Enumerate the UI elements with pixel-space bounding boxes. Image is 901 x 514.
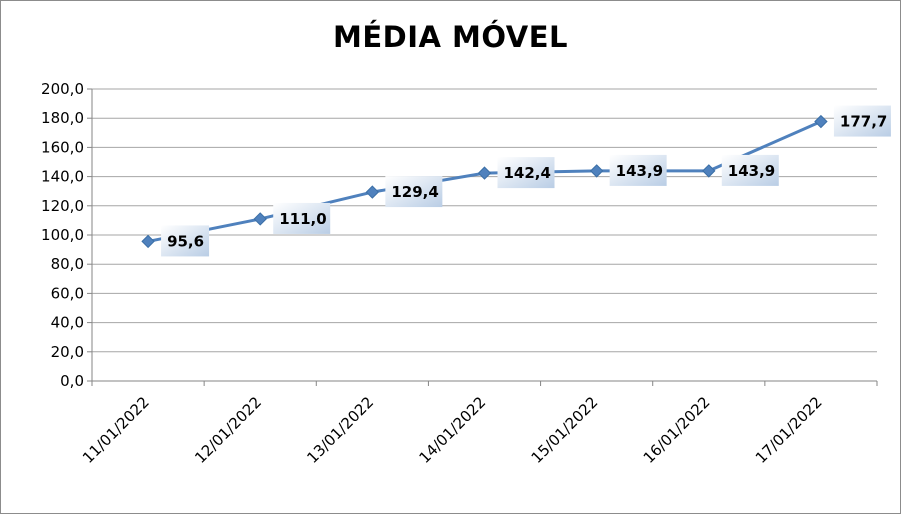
y-tick-label: 160,0 bbox=[41, 138, 84, 156]
data-label-box bbox=[273, 202, 331, 234]
data-label-box bbox=[833, 105, 891, 137]
chart-title: MÉDIA MÓVEL bbox=[332, 20, 569, 54]
x-tick-label: 11/01/2022 bbox=[79, 393, 153, 467]
data-label: 95,6 bbox=[167, 232, 204, 250]
data-point-marker bbox=[814, 114, 828, 129]
data-label: 143,9 bbox=[616, 162, 663, 180]
data-label-box bbox=[161, 225, 210, 257]
y-tick-label: 120,0 bbox=[41, 197, 84, 215]
data-point-marker bbox=[589, 164, 604, 178]
data-point-marker bbox=[253, 212, 267, 226]
data-label: 129,4 bbox=[391, 183, 438, 201]
data-label-box bbox=[497, 157, 555, 189]
y-tick-label: 0,0 bbox=[60, 372, 84, 390]
x-tick-label: 16/01/2022 bbox=[640, 393, 714, 467]
data-point-marker bbox=[477, 166, 492, 180]
y-tick-label: 100,0 bbox=[41, 226, 84, 244]
series-line bbox=[147, 120, 822, 243]
data-label: 111,0 bbox=[279, 210, 326, 228]
x-tick-label: 14/01/2022 bbox=[415, 393, 489, 467]
data-label: 143,9 bbox=[728, 162, 775, 180]
data-label: 142,4 bbox=[504, 164, 551, 182]
data-point-marker bbox=[141, 234, 155, 249]
y-tick-label: 180,0 bbox=[41, 109, 84, 127]
y-tick-label: 140,0 bbox=[41, 168, 84, 186]
data-point-marker bbox=[702, 164, 716, 178]
data-label-box bbox=[609, 154, 667, 186]
x-tick-label: 12/01/2022 bbox=[191, 393, 265, 467]
y-tick-label: 200,0 bbox=[41, 80, 84, 98]
x-tick-label: 15/01/2022 bbox=[528, 393, 602, 467]
y-tick-label: 20,0 bbox=[51, 343, 84, 361]
y-tick-label: 40,0 bbox=[51, 314, 84, 332]
x-tick-label: 17/01/2022 bbox=[752, 393, 826, 467]
y-tick-label: 60,0 bbox=[51, 284, 84, 302]
y-tick-label: 80,0 bbox=[51, 255, 84, 273]
x-tick-label: 13/01/2022 bbox=[303, 393, 377, 467]
data-label-box bbox=[385, 176, 443, 208]
data-point-marker bbox=[365, 185, 380, 199]
data-label: 177,7 bbox=[840, 113, 887, 131]
data-label-box bbox=[721, 154, 779, 186]
